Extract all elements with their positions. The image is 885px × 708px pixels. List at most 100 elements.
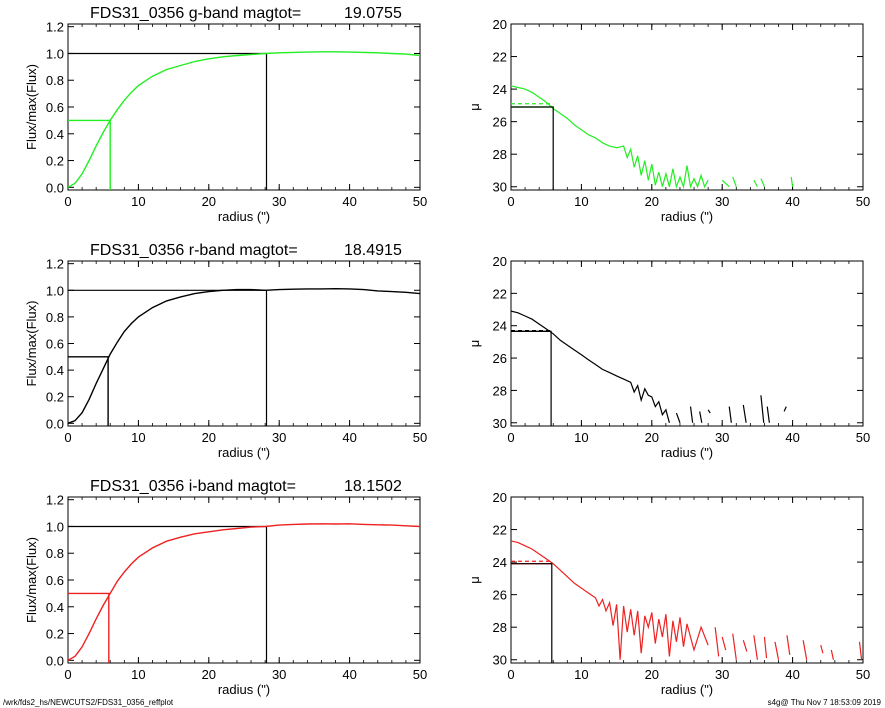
surface-brightness-segment	[742, 404, 747, 423]
x-tick-label: 20	[645, 430, 659, 445]
y-tick-label: 0.6	[46, 100, 64, 115]
surface-brightness-segment	[802, 640, 808, 660]
chart-title: FDS31_0356 g-band magtot=	[90, 5, 301, 22]
y-tick-label: 0.0	[46, 416, 64, 431]
y-tick-label: 28	[493, 383, 507, 398]
y-tick-label: 28	[493, 147, 507, 162]
x-tick-label: 0	[64, 194, 71, 209]
y-tick-label: 26	[493, 115, 507, 130]
x-tick-label: 20	[202, 430, 216, 445]
surface-brightness-segment	[820, 644, 824, 654]
y-tick-label: 20	[493, 254, 507, 269]
y-tick-label: 0.4	[46, 363, 64, 378]
y-tick-label: 1.2	[46, 493, 64, 508]
plot-area	[68, 287, 420, 426]
x-tick-label: 50	[413, 194, 427, 209]
y-tick-label: 1.0	[46, 519, 64, 534]
y-axis-label: Flux/max(Flux)	[24, 301, 39, 387]
chart-title: FDS31_0356 r-band magtot=	[90, 242, 298, 259]
x-tick-label: 0	[507, 194, 514, 209]
surface-brightness-segment	[707, 409, 711, 414]
surface-brightness-segment	[830, 649, 835, 660]
x-tick-label: 50	[413, 667, 427, 682]
plot-frame	[67, 260, 421, 427]
y-tick-label: 24	[493, 82, 507, 97]
surface-brightness-segment	[753, 179, 758, 188]
y-tick-label: 0.4	[46, 600, 64, 615]
x-tick-label: 20	[202, 194, 216, 209]
y-tick-label: 24	[493, 319, 507, 334]
x-tick-label: 40	[342, 194, 356, 209]
surface-brightness-segment	[728, 406, 732, 423]
y-tick-label: 30	[493, 416, 507, 431]
plot-area	[68, 51, 420, 190]
y-tick-label: 0.2	[46, 627, 64, 642]
x-tick-label: 0	[507, 430, 514, 445]
y-tick-label: 1.2	[46, 20, 64, 35]
surface-brightness-segment	[766, 406, 770, 423]
plot-frame	[510, 496, 864, 664]
y-tick-label: 0.8	[46, 546, 64, 561]
surface-brightness-segment	[732, 633, 737, 660]
surface-brightness-segment	[760, 395, 765, 423]
y-tick-label: 22	[493, 50, 507, 65]
y-tick-label: 22	[493, 286, 507, 301]
y-tick-label: 0.2	[46, 390, 64, 405]
x-tick-label: 40	[785, 430, 799, 445]
surface-brightness-segment	[858, 641, 863, 660]
y-tick-label: 0.8	[46, 73, 64, 88]
x-tick-label: 50	[856, 667, 870, 682]
y-tick-label: 1.2	[46, 257, 64, 272]
y-tick-label: 20	[493, 490, 507, 505]
y-tick-label: 0.0	[46, 180, 64, 195]
surface-brightness-line	[511, 85, 709, 190]
x-tick-label: 0	[64, 667, 71, 682]
x-tick-label: 50	[856, 194, 870, 209]
panel-g-growth: 0 10 20 30 40 50 0.0 0.2 0.4 0.6 0.8 1.0 1.2 radius (…	[24, 5, 427, 224]
y-tick-label: 0.8	[46, 310, 64, 325]
chart-title-value: 18.4915	[344, 242, 402, 259]
y-axis-label: μ	[467, 340, 482, 348]
surface-brightness-segment	[714, 627, 720, 657]
half-light-radius-marker	[511, 563, 553, 663]
half-light-guide	[68, 592, 110, 663]
surface-brightness-segment	[786, 635, 791, 655]
y-tick-label: 0.0	[46, 653, 64, 668]
x-tick-label: 0	[64, 430, 71, 445]
plot-area	[511, 540, 863, 663]
surface-brightness-line	[511, 540, 709, 660]
growth-curve-line	[68, 287, 420, 424]
y-tick-label: 0.6	[46, 337, 64, 352]
y-tick-label: 26	[493, 351, 507, 366]
x-tick-label: 40	[785, 194, 799, 209]
half-light-guide	[68, 356, 109, 426]
half-light-radius-marker	[511, 106, 554, 190]
y-tick-label: 22	[493, 523, 507, 538]
surface-brightness-line	[511, 310, 670, 423]
growth-curve-line	[68, 523, 420, 661]
y-tick-label: 28	[493, 620, 507, 635]
x-tick-label: 40	[785, 667, 799, 682]
x-tick-label: 30	[715, 194, 729, 209]
surface-brightness-segment	[721, 179, 730, 188]
y-tick-label: 0.2	[46, 154, 64, 169]
x-axis-label: radius (")	[218, 445, 270, 460]
x-axis-label: radius (")	[218, 682, 270, 697]
y-axis-label: Flux/max(Flux)	[24, 64, 39, 150]
chart-title-value: 18.1502	[344, 478, 402, 495]
surface-brightness-segment	[732, 176, 737, 187]
x-tick-label: 40	[342, 667, 356, 682]
x-tick-label: 30	[272, 430, 286, 445]
x-tick-label: 10	[131, 194, 145, 209]
surface-brightness-segment	[763, 636, 768, 659]
x-tick-label: 10	[574, 430, 588, 445]
plot-area	[511, 310, 787, 426]
chart-title: FDS31_0356 i-band magtot=	[90, 478, 296, 495]
surface-brightness-segment	[753, 635, 758, 660]
x-tick-label: 30	[715, 667, 729, 682]
x-axis-label: radius (")	[661, 682, 713, 697]
y-tick-label: 20	[493, 17, 507, 32]
